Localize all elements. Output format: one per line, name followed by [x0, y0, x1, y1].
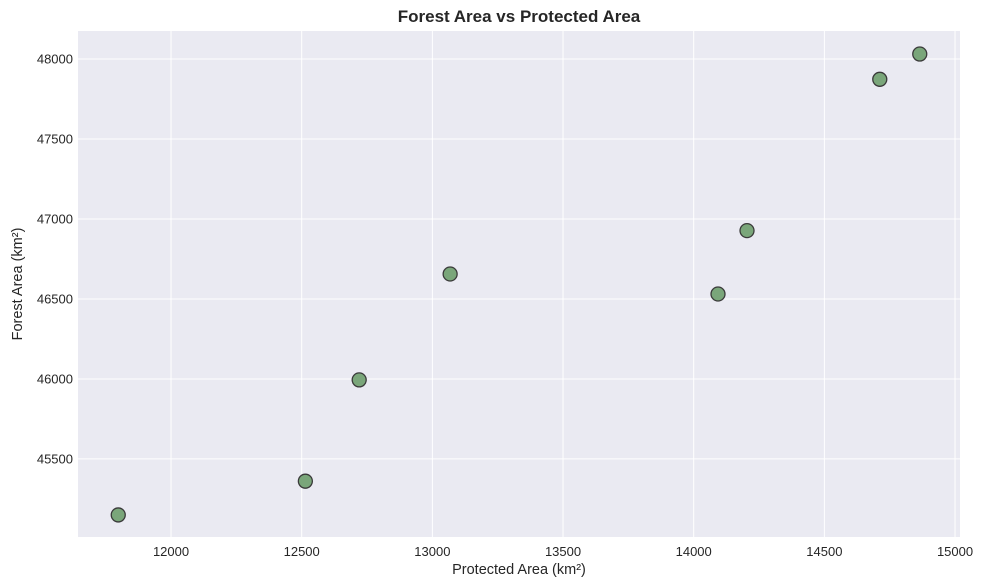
x-tick-label: 13000 — [414, 544, 450, 559]
y-tick-label: 46500 — [37, 291, 73, 306]
data-points — [110, 46, 928, 523]
y-tick-label: 47500 — [37, 131, 73, 146]
y-axis-label: Forest Area (km²) — [10, 228, 26, 341]
x-tick-label: 15000 — [937, 544, 973, 559]
x-tick-label: 12000 — [153, 544, 189, 559]
x-tick-label: 14500 — [806, 544, 842, 559]
scatter-point — [351, 372, 367, 388]
gridlines — [78, 31, 960, 537]
scatter-point — [710, 286, 726, 302]
plot-area — [78, 31, 960, 537]
scatter-point — [297, 473, 314, 489]
scatter-point — [739, 222, 755, 239]
scatter-point — [110, 507, 126, 523]
y-tick-label: 46000 — [37, 371, 73, 386]
scatter-point — [872, 71, 888, 87]
x-axis-ticks: 12000 12500 13000 13500 14000 14500 15000 — [153, 544, 973, 559]
y-tick-label: 48000 — [37, 51, 73, 66]
x-axis-label: Protected Area (km²) — [452, 562, 586, 578]
x-tick-label: 13500 — [545, 544, 581, 559]
y-tick-label: 47000 — [37, 211, 73, 226]
chart-title: Forest Area vs Protected Area — [398, 7, 641, 26]
scatter-point — [442, 266, 458, 282]
x-tick-label: 12500 — [284, 544, 320, 559]
y-axis-ticks: 45500 46000 46500 47000 47500 48000 — [37, 51, 73, 466]
y-tick-label: 45500 — [37, 451, 73, 466]
scatter-point — [912, 46, 928, 62]
x-tick-label: 14000 — [676, 544, 712, 559]
